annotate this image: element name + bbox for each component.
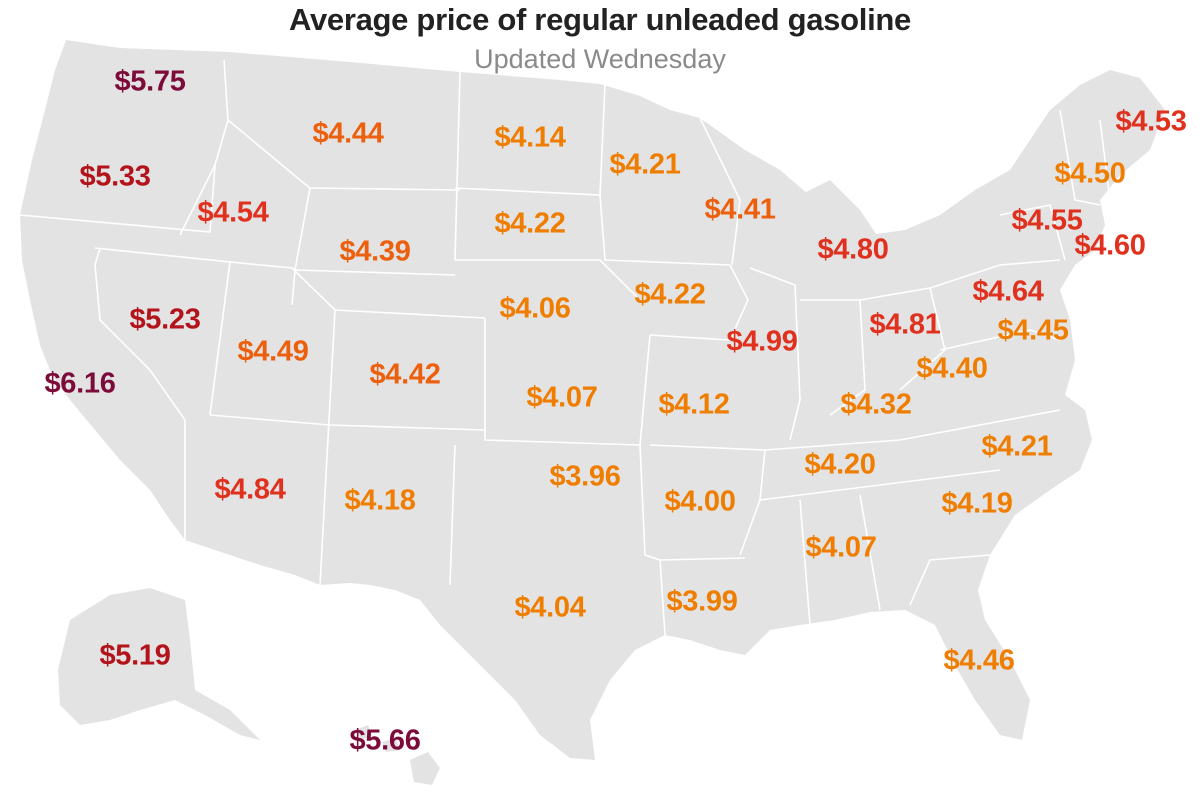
price-label-mt: $4.44	[312, 117, 384, 150]
price-label-mn: $4.21	[609, 148, 681, 181]
price-label-in: $4.81	[869, 308, 941, 341]
map-title: Average price of regular unleaded gasoli…	[289, 2, 911, 37]
price-label-ok: $3.96	[549, 460, 621, 493]
price-label-ne: $4.06	[499, 292, 571, 325]
price-label-nv: $5.23	[129, 303, 201, 336]
price-label-ky: $4.32	[840, 388, 912, 421]
price-label-ms: $4.07	[805, 531, 877, 564]
price-label-oh: $4.64	[972, 275, 1044, 308]
price-label-vt: $4.50	[1054, 157, 1126, 190]
price-label-ca: $6.16	[44, 367, 116, 400]
price-label-nd: $4.14	[494, 121, 566, 154]
price-label-md: $4.45	[997, 314, 1069, 347]
price-label-ny: $4.55	[1011, 204, 1083, 237]
price-label-mi: $4.80	[817, 233, 889, 266]
state-borders	[19, 59, 1111, 636]
price-label-ar: $4.00	[664, 485, 736, 518]
price-label-nc: $4.21	[981, 430, 1053, 463]
price-label-ak: $5.19	[99, 639, 171, 672]
price-label-ks: $4.07	[526, 381, 598, 414]
map-subtitle: Updated Wednesday	[474, 44, 726, 74]
price-label-ga: $4.19	[941, 487, 1013, 520]
price-label-ia: $4.22	[634, 278, 706, 311]
hawaii-land	[355, 725, 440, 785]
price-label-wy: $4.39	[339, 235, 411, 268]
price-label-sd: $4.22	[494, 207, 566, 240]
price-label-az: $4.84	[214, 473, 286, 506]
price-label-tx: $4.04	[514, 591, 586, 624]
price-label-la: $3.99	[666, 585, 738, 618]
contiguous-us-land	[20, 40, 1165, 760]
alaska-land	[58, 588, 260, 740]
price-label-wa: $5.75	[114, 65, 186, 98]
price-label-mo: $4.12	[658, 388, 730, 421]
price-label-il: $4.99	[726, 325, 798, 358]
michigan-land	[790, 180, 880, 318]
price-label-nm: $4.18	[344, 484, 416, 517]
price-label-fl: $4.46	[943, 644, 1015, 677]
price-label-or: $5.33	[79, 160, 151, 193]
price-label-ma: $4.60	[1074, 229, 1146, 262]
price-label-hi: $5.66	[349, 724, 421, 757]
price-label-co: $4.42	[369, 358, 441, 391]
price-label-va: $4.40	[916, 352, 988, 385]
price-label-ut: $4.49	[237, 335, 309, 368]
price-label-tn: $4.20	[804, 448, 876, 481]
price-label-me: $4.53	[1115, 105, 1187, 138]
price-label-id: $4.54	[197, 196, 269, 229]
price-label-wi: $4.41	[704, 193, 776, 226]
